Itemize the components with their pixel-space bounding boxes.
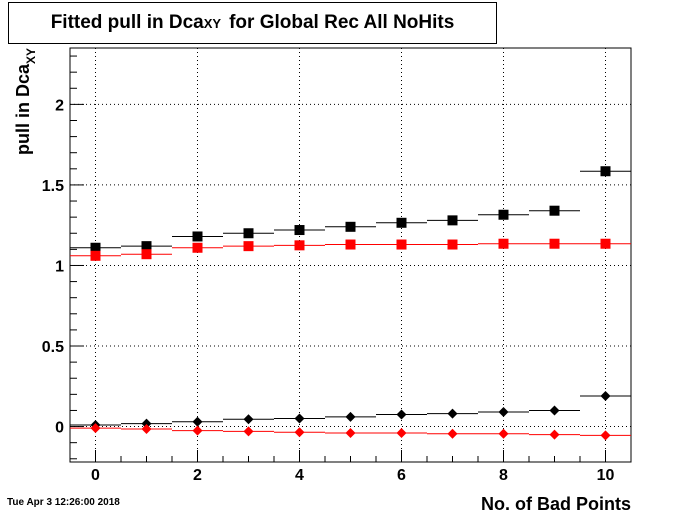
data-point xyxy=(498,209,509,220)
data-point xyxy=(192,242,203,253)
data-point xyxy=(243,426,254,437)
x-tick-label: 6 xyxy=(397,467,406,484)
data-point xyxy=(141,241,152,252)
data-point xyxy=(294,427,305,438)
data-point xyxy=(447,408,458,419)
data-point xyxy=(498,407,509,418)
data-point xyxy=(600,166,611,177)
data-point xyxy=(396,217,407,228)
chart-title-rest: for Global Rec All NoHits xyxy=(229,12,455,33)
y-tick-label: 1 xyxy=(55,258,64,275)
chart-title-subscript: XY xyxy=(203,15,222,31)
data-point xyxy=(243,241,254,252)
data-point xyxy=(345,221,356,232)
data-point xyxy=(549,205,560,216)
data-point xyxy=(345,428,356,439)
data-point xyxy=(600,238,611,249)
data-point xyxy=(600,390,611,401)
x-tick-label: 2 xyxy=(193,467,202,484)
data-point xyxy=(243,228,254,239)
data-point xyxy=(549,238,560,249)
data-point xyxy=(90,423,101,434)
data-point xyxy=(294,413,305,424)
data-point xyxy=(90,250,101,261)
data-point xyxy=(294,225,305,236)
x-tick-label: 8 xyxy=(499,467,508,484)
data-point xyxy=(345,411,356,422)
data-point xyxy=(498,238,509,249)
x-axis-title: No. of Bad Points xyxy=(481,494,631,514)
data-point xyxy=(345,239,356,250)
data-point xyxy=(192,425,203,436)
x-tick-label: 4 xyxy=(295,467,304,484)
data-point xyxy=(243,414,254,425)
data-point xyxy=(549,429,560,440)
y-axis-title: pull in DcaXY xyxy=(13,48,38,155)
data-point xyxy=(396,409,407,420)
y-tick-label: 0.5 xyxy=(42,339,64,356)
y-tick-label: 0 xyxy=(55,420,64,437)
data-point xyxy=(600,430,611,441)
chart-title: Fitted pull in Dca XY for Global Rec All N… xyxy=(8,2,497,44)
data-point xyxy=(141,418,152,429)
data-point xyxy=(141,249,152,260)
data-point xyxy=(396,239,407,250)
y-axis-title-sub: XY xyxy=(24,48,38,64)
timestamp: Tue Apr 3 12:26:00 2018 xyxy=(7,497,120,508)
data-point xyxy=(447,239,458,250)
y-axis-title-main: pull in Dca xyxy=(13,63,33,155)
data-point xyxy=(192,416,203,427)
data-point xyxy=(90,242,101,253)
data-point xyxy=(549,405,560,416)
y-tick-label: 1.5 xyxy=(42,178,64,195)
x-tick-label: 10 xyxy=(597,467,615,484)
data-point xyxy=(447,428,458,439)
plot-frame xyxy=(69,47,632,463)
data-point xyxy=(498,428,509,439)
data-point xyxy=(192,231,203,242)
y-tick-label: 2 xyxy=(55,97,64,114)
data-point xyxy=(396,428,407,439)
chart-title-main: Fitted pull in Dca xyxy=(50,12,204,33)
x-tick-label: 0 xyxy=(91,467,100,484)
data-point xyxy=(447,215,458,226)
data-point xyxy=(294,240,305,251)
data-point xyxy=(141,423,152,434)
